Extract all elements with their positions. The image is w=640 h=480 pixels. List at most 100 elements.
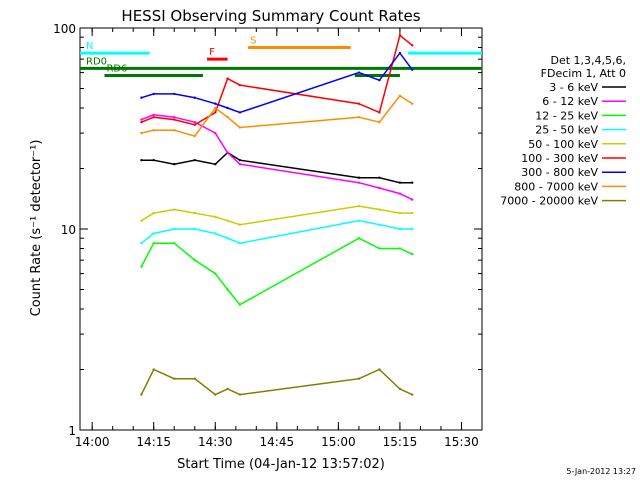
- data-point: [214, 102, 217, 105]
- data-point: [173, 92, 176, 96]
- data-point: [152, 158, 155, 162]
- data-point: [140, 219, 143, 222]
- data-point: [357, 115, 361, 119]
- data-point: [398, 94, 402, 97]
- data-point: [214, 272, 217, 275]
- data-point: [238, 111, 242, 114]
- data-point: [140, 96, 143, 99]
- data-point: [214, 215, 217, 218]
- data-point: [378, 208, 381, 211]
- data-point: [140, 393, 143, 396]
- data-point: [238, 241, 242, 245]
- data-point: [238, 163, 242, 166]
- data-point: [411, 198, 414, 201]
- footer-timestamp: 5-Jan-2012 13:27: [566, 467, 636, 476]
- data-point: [357, 102, 361, 105]
- series-line-25-50-kev: [140, 219, 413, 244]
- x-tick-label: 15:15: [383, 435, 418, 449]
- x-tick-label: 14:00: [75, 435, 110, 449]
- data-point: [378, 223, 381, 226]
- data-point: [140, 265, 143, 268]
- data-point: [398, 181, 402, 184]
- data-point: [398, 192, 402, 195]
- series-line-12-25-kev: [140, 237, 413, 306]
- data-point: [357, 181, 361, 184]
- y-axis-label: Count Rate (s⁻¹ detector⁻¹): [29, 140, 44, 317]
- data-point: [214, 393, 217, 396]
- chart-title: HESSI Observing Summary Count Rates: [121, 7, 420, 25]
- x-tick-label: 14:30: [198, 435, 233, 449]
- data-point: [214, 106, 217, 110]
- flag-label-s: S: [250, 35, 256, 46]
- data-point: [193, 211, 196, 215]
- legend-header-line-1: Det 1,3,4,5,6,: [550, 54, 626, 67]
- data-point: [378, 78, 381, 82]
- series-line-800-7000-kev: [141, 94, 413, 137]
- legend-entry-label: 100 - 300 keV: [521, 152, 598, 165]
- data-point: [357, 71, 361, 74]
- flag-label-rd6: RD6: [106, 64, 127, 75]
- data-point: [226, 219, 229, 222]
- data-point: [378, 111, 381, 114]
- y-tick-label: 100: [53, 22, 76, 36]
- y-tick-label: 10: [61, 223, 76, 237]
- legend-entry-label: 25 - 50 keV: [535, 124, 598, 137]
- data-point: [193, 120, 196, 124]
- series-line-3-6-kev: [141, 151, 413, 184]
- data-point: [226, 288, 229, 291]
- data-point: [214, 131, 217, 135]
- data-point: [140, 131, 143, 135]
- legend-entry-label: 6 - 12 keV: [542, 95, 598, 108]
- data-point: [357, 377, 361, 380]
- data-point: [173, 118, 176, 121]
- data-point: [152, 368, 155, 371]
- legend-entry-label: 7000 - 20000 keV: [500, 195, 598, 208]
- data-point: [226, 115, 229, 119]
- data-point: [398, 211, 402, 215]
- data-point: [411, 393, 414, 396]
- series-line-6-12-kev: [141, 114, 413, 201]
- data-point: [193, 377, 196, 380]
- data-point: [193, 158, 196, 162]
- data-point: [193, 123, 196, 126]
- data-point: [378, 186, 381, 190]
- data-point: [226, 77, 229, 80]
- data-point: [411, 68, 414, 71]
- data-point: [357, 204, 361, 208]
- data-point: [152, 92, 155, 96]
- data-point: [398, 34, 402, 37]
- axes-frame: [79, 27, 483, 431]
- data-point: [357, 236, 361, 240]
- data-point: [226, 387, 229, 391]
- data-point: [226, 151, 229, 154]
- data-point: [193, 96, 196, 99]
- data-point: [152, 115, 155, 119]
- data-point: [378, 176, 381, 179]
- data-point: [378, 247, 381, 250]
- data-point: [140, 120, 143, 124]
- data-point: [173, 115, 176, 119]
- data-point: [411, 102, 414, 105]
- data-point: [173, 241, 176, 245]
- data-point: [411, 44, 414, 47]
- data-point: [173, 163, 176, 166]
- data-point: [152, 232, 155, 235]
- data-point: [238, 158, 242, 162]
- data-point: [152, 113, 155, 116]
- data-point: [357, 176, 361, 179]
- legend-header-line-2: FDecim 1, Att 0: [541, 67, 626, 80]
- data-point: [214, 232, 217, 235]
- data-point: [398, 247, 402, 250]
- flag-label-n: N: [86, 41, 93, 52]
- data-point: [193, 258, 196, 262]
- legend-entry-label: 800 - 7000 keV: [514, 180, 598, 193]
- data-point: [214, 111, 217, 114]
- x-tick-label: 14:45: [260, 435, 295, 449]
- series-line-300-800-kev: [141, 51, 413, 114]
- data-point: [378, 368, 381, 371]
- series-line-50-100-kev: [141, 205, 413, 226]
- data-point: [140, 158, 143, 162]
- data-point: [173, 129, 176, 132]
- x-axis-label: Start Time (04-Jan-12 13:57:02): [177, 457, 385, 472]
